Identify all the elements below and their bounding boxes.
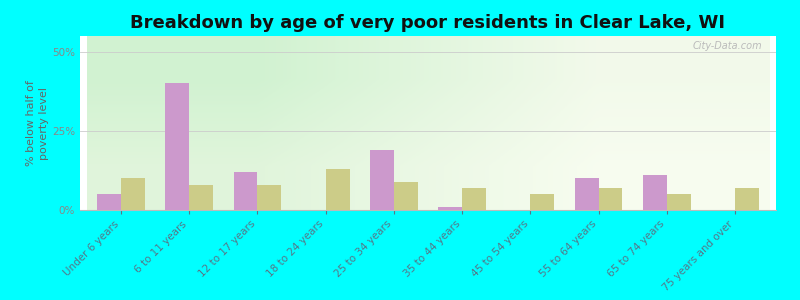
Bar [735,188,759,210]
Bar [326,169,350,210]
Bar [121,178,145,210]
Text: City-Data.com: City-Data.com [693,41,762,51]
Bar [530,194,554,210]
Bar [370,150,394,210]
Bar [97,194,121,210]
Bar [462,188,486,210]
Bar [667,194,690,210]
Bar [598,188,622,210]
Bar [574,178,598,210]
Bar [189,185,213,210]
Bar [438,207,462,210]
Bar [643,175,667,210]
Bar [166,83,189,210]
Bar [394,182,418,210]
Y-axis label: % below half of
poverty level: % below half of poverty level [26,80,50,166]
Bar [258,185,282,210]
Title: Breakdown by age of very poor residents in Clear Lake, WI: Breakdown by age of very poor residents … [130,14,726,32]
Bar [234,172,258,210]
